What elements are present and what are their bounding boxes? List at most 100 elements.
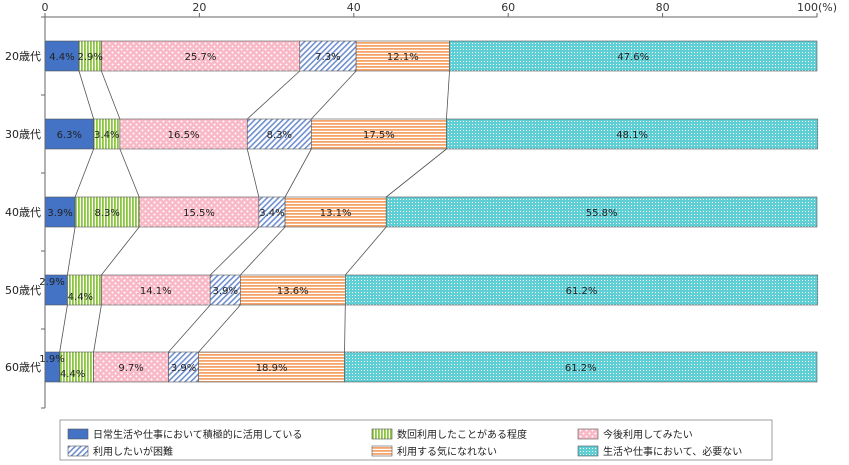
connector-line (198, 304, 241, 353)
data-label: 1.9% (39, 354, 64, 365)
data-label: 3.9% (171, 363, 196, 374)
connector-line (311, 70, 357, 120)
data-label: 7.3% (315, 52, 340, 63)
x-tick-label: 80 (656, 1, 670, 14)
connector-line (78, 70, 95, 120)
data-label: 14.1% (140, 286, 172, 297)
connector-line (209, 226, 260, 276)
data-label: 17.5% (363, 130, 395, 141)
bar-segment-3-1 (101, 40, 301, 72)
legend-box (59, 419, 773, 461)
bar-segment-4-1 (299, 40, 357, 72)
connector-line (66, 226, 76, 276)
data-label: 4.4% (49, 52, 74, 63)
data-label: 9.7% (118, 363, 143, 374)
legend-swatch (577, 445, 599, 457)
bar-segment-1-3 (44, 196, 76, 228)
bar-segment-2-3 (74, 196, 140, 228)
axes-layer: 0 20 40 60 80 100(%) 20歳代 30歳代 40歳代 50歳代 60歳代 (5, 1, 837, 409)
x-tick-label: 60 (501, 1, 515, 14)
connector-line (101, 226, 140, 276)
bar-segment-6-1 (449, 40, 818, 72)
legend-swatch (371, 445, 393, 457)
legend-swatch (67, 428, 89, 440)
data-label: 4.4% (60, 369, 85, 380)
connector-line (344, 304, 346, 353)
connector-line (246, 148, 260, 198)
connector-line (168, 304, 211, 353)
data-label: 3.4% (94, 130, 119, 141)
legend-label: 日常生活や仕事において積極的に活用している (93, 428, 302, 441)
bar-segment-5-1 (355, 40, 450, 72)
data-label: 18.9% (256, 363, 288, 374)
data-label: 3.9% (47, 208, 72, 219)
data-label: 3.9% (213, 286, 238, 297)
data-label: 16.5% (168, 130, 200, 141)
category-label: 50歳代 (5, 284, 41, 297)
legend-label: 今後利用してみたい (603, 428, 693, 441)
data-label: 55.8% (586, 208, 618, 219)
bar-segment-6-5 (344, 351, 818, 383)
connector-line (93, 304, 102, 353)
bar-segment-5-2 (311, 118, 447, 150)
bar-segment-6-3 (385, 196, 818, 228)
bar-segment-1-2 (44, 118, 94, 150)
category-label: 30歳代 (5, 128, 41, 141)
x-tick-label: 40 (347, 1, 361, 14)
connector-line (100, 70, 121, 120)
connector-lines (59, 70, 450, 353)
bars-layer (44, 40, 819, 383)
bar-segment-4-5 (168, 351, 199, 383)
data-label: 12.1% (387, 52, 419, 63)
connector-line (284, 148, 312, 198)
data-labels-layer: 4.4% 2.9% 25.7% 7.3% 12.1% 47.6%6.3% 3.4% 16.5%… (39, 52, 649, 380)
legend-label: 利用したいが困難 (93, 445, 173, 458)
bar-segment-3-3 (138, 196, 260, 228)
connector-line (240, 226, 286, 276)
legend-swatch (577, 428, 599, 440)
data-label: 4.4% (68, 292, 93, 303)
data-label: 8.3% (267, 130, 292, 141)
bar-segment-6-4 (345, 274, 819, 306)
legend-swatch (371, 428, 393, 440)
bar-segment-4-3 (258, 196, 286, 228)
connector-line (74, 148, 95, 198)
x-tick-label: 0 (42, 1, 49, 14)
connector-line (446, 70, 450, 120)
bar-segment-5-3 (284, 196, 387, 228)
legend-swatch (67, 445, 89, 457)
category-label: 60歳代 (5, 361, 41, 374)
data-label: 13.6% (277, 286, 309, 297)
x-tick-label: 20 (192, 1, 206, 14)
data-label: 2.9% (77, 52, 102, 63)
category-label: 40歳代 (5, 206, 41, 219)
bar-segment-3-2 (119, 118, 248, 150)
data-label: 15.5% (183, 208, 215, 219)
legend-label: 生活や仕事において、必要ない (603, 445, 742, 458)
data-label: 47.6% (617, 52, 649, 63)
data-label: 8.3% (94, 208, 119, 219)
data-label: 6.3% (57, 130, 82, 141)
data-label: 13.1% (320, 208, 352, 219)
bar-segment-2-5 (59, 351, 94, 383)
x-tick-label: 100(%) (797, 1, 837, 14)
legend-label: 数回利用したことがある程度 (397, 428, 527, 441)
bar-segment-4-2 (246, 118, 312, 150)
bar-segment-5-4 (240, 274, 346, 306)
data-label: 48.1% (616, 130, 648, 141)
data-label: 2.9% (39, 277, 64, 288)
bar-segment-6-2 (446, 118, 819, 150)
legend: 日常生活や仕事において積極的に活用している 数回利用したことがある程度 今後利用して… (59, 419, 773, 461)
bar-segment-3-5 (93, 351, 169, 383)
data-label: 61.2% (565, 363, 597, 374)
connector-line (246, 70, 301, 120)
connector-line (385, 148, 447, 198)
legend-label: 利用する気になれない (397, 445, 497, 458)
bar-segment-2-2 (93, 118, 121, 150)
connector-line (119, 148, 140, 198)
data-label: 25.7% (185, 52, 217, 63)
data-label: 61.2% (566, 286, 598, 297)
data-label: 3.4% (259, 208, 284, 219)
category-label: 20歳代 (5, 50, 41, 63)
